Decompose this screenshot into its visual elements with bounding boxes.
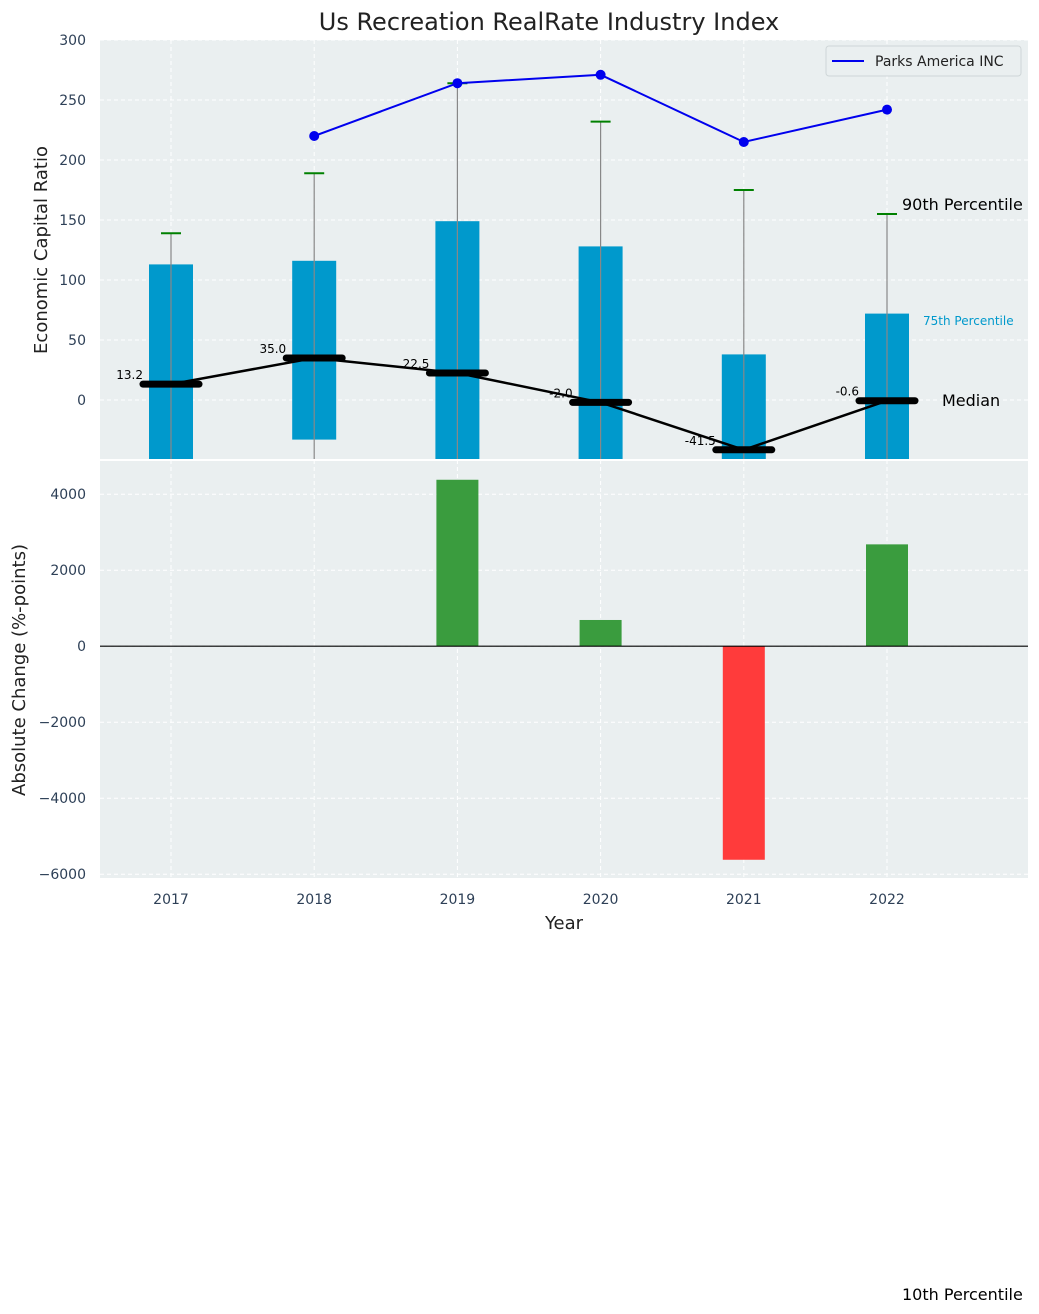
change-bar [722, 646, 765, 860]
median-value-label: -2.0 [549, 386, 572, 400]
company-series [309, 69, 892, 147]
top-y-axis-label: Economic Capital Ratio [31, 146, 52, 354]
x-tick-label: 2020 [583, 892, 619, 908]
change-bar [436, 479, 479, 647]
bottom-y-tick-label: −6000 [39, 867, 86, 883]
change-bar [866, 544, 908, 647]
bottom-y-ticks: −6000 −4000 −2000 0 2000 4000 [39, 487, 86, 883]
series-point [309, 131, 320, 141]
top-y-tick-label: 300 [59, 33, 86, 49]
legend: Parks America INC [825, 45, 1022, 77]
top-y-ticks: 0 50 100 150 200 250 300 [59, 33, 86, 409]
median-value-label: 13.2 [116, 368, 143, 382]
median-value-label: 35.0 [259, 342, 286, 356]
legend-box [825, 45, 1022, 77]
x-ticks: 2017 2018 2019 2020 2021 2022 [153, 892, 905, 908]
median-value-label: -0.6 [836, 385, 859, 399]
top-y-tick-label: 200 [59, 153, 86, 169]
x-axis-label: Year [544, 913, 584, 934]
top-grid [100, 39, 1028, 401]
top-y-tick-label: 50 [68, 333, 86, 349]
change-bars [436, 479, 908, 860]
bottom-y-tick-label: 0 [77, 639, 86, 655]
top-y-tick-label: 0 [77, 393, 86, 409]
top-y-tick-label: 100 [59, 273, 86, 289]
median-value-label: -41.5 [685, 434, 716, 448]
chart-title: Us Recreation RealRate Industry Index [319, 8, 780, 36]
series-point [738, 137, 749, 147]
bottom-y-tick-label: −2000 [39, 715, 86, 731]
p75-annotation: 75th Percentile [923, 314, 1014, 328]
median-annotation: Median [942, 391, 1000, 410]
series-point [452, 78, 463, 89]
series-point [882, 104, 892, 115]
top-y-tick-label: 150 [59, 213, 86, 229]
bottom-y-tick-label: −4000 [39, 791, 86, 807]
top-y-tick-label: 250 [59, 93, 86, 109]
x-tick-label: 2022 [869, 892, 905, 908]
bottom-y-axis-label: Absolute Change (%-points) [9, 544, 30, 796]
x-tick-label: 2018 [296, 892, 332, 908]
x-tick-label: 2021 [726, 892, 762, 908]
p90-annotation: 90th Percentile [902, 195, 1023, 214]
series-point [595, 69, 606, 80]
median-polyline [170, 356, 888, 452]
bottom-y-tick-label: 2000 [50, 563, 86, 579]
p10-annotation: 10th Percentile [902, 1285, 1023, 1304]
change-bar [579, 619, 622, 647]
bottom-y-tick-label: 4000 [50, 487, 86, 503]
x-tick-label: 2017 [153, 892, 189, 908]
median-value-label: 22.5 [403, 357, 430, 371]
x-tick-label: 2019 [440, 892, 476, 908]
bottom-plot-area [100, 460, 1028, 878]
legend-label: Parks America INC [875, 54, 1004, 70]
median-line: 13.2 35.0 22.5 -2.0 -41.5 -0.6 [116, 342, 919, 454]
